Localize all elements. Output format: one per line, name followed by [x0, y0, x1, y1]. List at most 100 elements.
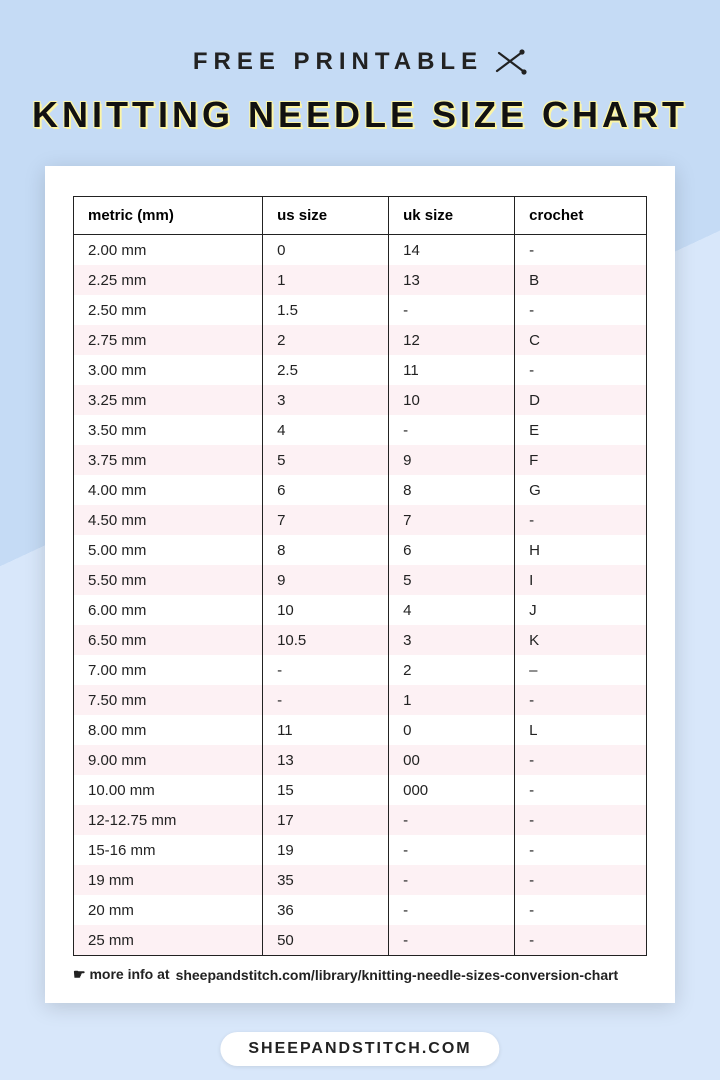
table-cell: 3.00 mm	[74, 355, 263, 385]
col-header-uk: uk size	[389, 197, 515, 235]
table-cell: -	[515, 745, 647, 775]
table-row: 7.50 mm-1-	[74, 685, 647, 715]
table-row: 9.00 mm1300-	[74, 745, 647, 775]
table-cell: 6	[263, 475, 389, 505]
table-row: 6.50 mm10.53K	[74, 625, 647, 655]
table-header-row: metric (mm) us size uk size crochet	[74, 197, 647, 235]
table-cell: 2.5	[263, 355, 389, 385]
footer-url: sheepandstitch.com/library/knitting-need…	[176, 967, 619, 983]
table-cell: -	[515, 925, 647, 956]
table-cell: C	[515, 325, 647, 355]
table-cell: 9.00 mm	[74, 745, 263, 775]
table-cell: 3.75 mm	[74, 445, 263, 475]
table-cell: -	[389, 805, 515, 835]
table-cell: 1	[389, 685, 515, 715]
table-cell: -	[515, 685, 647, 715]
table-cell: -	[515, 865, 647, 895]
table-cell: B	[515, 265, 647, 295]
table-cell: 4	[389, 595, 515, 625]
table-cell: 0	[263, 235, 389, 266]
table-row: 10.00 mm15000-	[74, 775, 647, 805]
table-cell: 2	[263, 325, 389, 355]
table-cell: 20 mm	[74, 895, 263, 925]
table-cell: -	[389, 925, 515, 956]
table-row: 4.50 mm77-	[74, 505, 647, 535]
table-cell: 4	[263, 415, 389, 445]
table-cell: 6.50 mm	[74, 625, 263, 655]
table-cell: 19	[263, 835, 389, 865]
table-cell: H	[515, 535, 647, 565]
table-cell: 10	[263, 595, 389, 625]
table-row: 15-16 mm19--	[74, 835, 647, 865]
col-header-metric: metric (mm)	[74, 197, 263, 235]
table-cell: -	[515, 355, 647, 385]
table-cell: F	[515, 445, 647, 475]
table-cell: 10.5	[263, 625, 389, 655]
table-cell: 19 mm	[74, 865, 263, 895]
table-cell: 5.00 mm	[74, 535, 263, 565]
table-cell: I	[515, 565, 647, 595]
table-cell: 2.25 mm	[74, 265, 263, 295]
table-cell: 7.50 mm	[74, 685, 263, 715]
table-cell: 000	[389, 775, 515, 805]
table-cell: -	[389, 835, 515, 865]
table-cell: 36	[263, 895, 389, 925]
table-cell: 7	[389, 505, 515, 535]
table-cell: -	[515, 895, 647, 925]
knitting-needles-icon	[493, 49, 527, 75]
table-cell: 3	[263, 385, 389, 415]
table-cell: 15-16 mm	[74, 835, 263, 865]
table-cell: E	[515, 415, 647, 445]
table-body: 2.00 mm014-2.25 mm113B2.50 mm1.5--2.75 m…	[74, 235, 647, 956]
table-row: 3.25 mm310D	[74, 385, 647, 415]
table-cell: 12	[389, 325, 515, 355]
subtitle-text: FREE PRINTABLE	[193, 48, 483, 76]
table-cell: 4.00 mm	[74, 475, 263, 505]
table-cell: 3.25 mm	[74, 385, 263, 415]
table-cell: L	[515, 715, 647, 745]
table-row: 3.50 mm4-E	[74, 415, 647, 445]
table-cell: 5.50 mm	[74, 565, 263, 595]
table-cell: 8.00 mm	[74, 715, 263, 745]
table-row: 7.00 mm-2–	[74, 655, 647, 685]
table-row: 4.00 mm68G	[74, 475, 647, 505]
table-cell: -	[515, 505, 647, 535]
page-title: KNITTING NEEDLE SIZE CHART	[0, 94, 720, 136]
table-row: 2.75 mm212C	[74, 325, 647, 355]
table-cell: J	[515, 595, 647, 625]
table-cell: 8	[389, 475, 515, 505]
table-cell: 13	[263, 745, 389, 775]
table-cell: 2	[389, 655, 515, 685]
table-cell: 10.00 mm	[74, 775, 263, 805]
table-cell: 9	[263, 565, 389, 595]
table-cell: -	[515, 295, 647, 325]
subtitle-row: FREE PRINTABLE	[193, 48, 527, 76]
table-cell: 10	[389, 385, 515, 415]
table-row: 3.00 mm2.511-	[74, 355, 647, 385]
table-cell: 35	[263, 865, 389, 895]
table-cell: 2.75 mm	[74, 325, 263, 355]
table-cell: 2.50 mm	[74, 295, 263, 325]
table-cell: 13	[389, 265, 515, 295]
col-header-us: us size	[263, 197, 389, 235]
table-cell: 1	[263, 265, 389, 295]
table-cell: G	[515, 475, 647, 505]
table-cell: 50	[263, 925, 389, 956]
table-cell: -	[515, 805, 647, 835]
table-cell: 11	[263, 715, 389, 745]
table-cell: 14	[389, 235, 515, 266]
table-row: 6.00 mm104J	[74, 595, 647, 625]
table-row: 8.00 mm110L	[74, 715, 647, 745]
table-cell: 4.50 mm	[74, 505, 263, 535]
size-chart-table: metric (mm) us size uk size crochet 2.00…	[73, 196, 647, 956]
table-cell: -	[515, 775, 647, 805]
header: FREE PRINTABLE KNITTING NEEDLE SIZE CHAR…	[0, 0, 720, 136]
table-cell: -	[389, 865, 515, 895]
table-cell: 5	[389, 565, 515, 595]
table-cell: -	[389, 295, 515, 325]
table-cell: -	[515, 835, 647, 865]
table-row: 3.75 mm59F	[74, 445, 647, 475]
site-badge: SHEEPANDSTITCH.COM	[220, 1032, 499, 1066]
table-cell: 6.00 mm	[74, 595, 263, 625]
table-cell: 1.5	[263, 295, 389, 325]
